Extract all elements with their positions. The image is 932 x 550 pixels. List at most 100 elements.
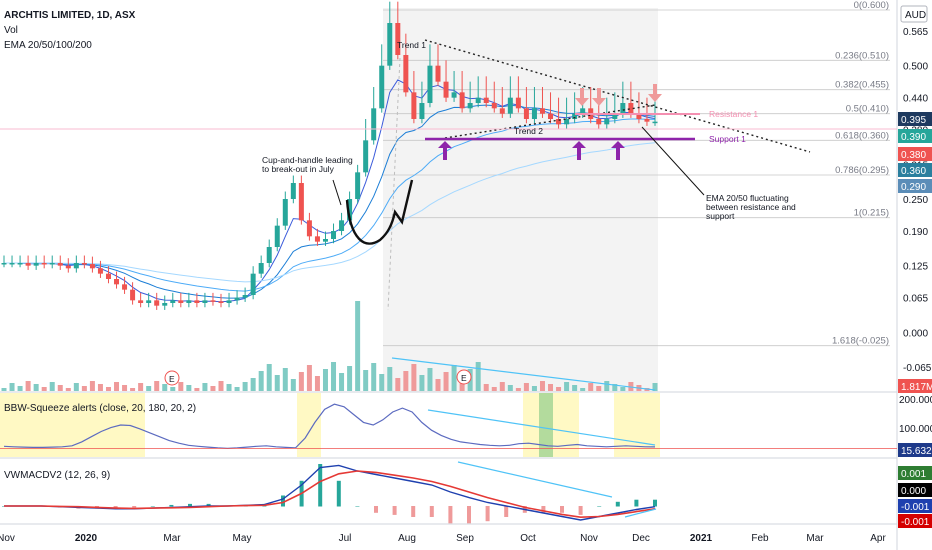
- candle-body: [130, 289, 136, 301]
- volume-bar: [491, 387, 497, 391]
- candle-body: [515, 97, 521, 109]
- volume-bar: [25, 381, 31, 391]
- price-badge: [898, 129, 932, 143]
- time-tick-label: Oct: [520, 533, 536, 544]
- candle-body: [65, 265, 71, 269]
- macd-badge-text: 0.000: [901, 486, 926, 497]
- candle-body: [114, 279, 120, 285]
- bbw-tick-label: 100.000: [899, 424, 932, 435]
- currency-button[interactable]: [900, 5, 928, 23]
- candle-body: [17, 263, 23, 265]
- candle-body: [178, 300, 184, 303]
- candle-body: [218, 301, 224, 303]
- macd-histogram-bar: [597, 506, 602, 507]
- candle-body: [306, 220, 312, 237]
- trend1-line[interactable]: [424, 39, 811, 153]
- candle-body: [81, 263, 87, 265]
- volume-bar: [403, 371, 409, 391]
- volume-bar: [33, 384, 39, 391]
- macd-histogram-bar: [150, 506, 155, 507]
- candle-body: [89, 264, 95, 269]
- trend2-line[interactable]: [444, 104, 656, 139]
- volume-bar: [17, 386, 23, 391]
- fib-level-label: 0(0.600): [854, 0, 889, 11]
- price-tick-label: 0.000: [903, 328, 928, 339]
- candle-body: [491, 103, 497, 109]
- candlesticks: [1, 1, 658, 310]
- candle-body: [435, 65, 441, 82]
- time-tick-label: May: [233, 533, 252, 544]
- price-badge: [898, 179, 932, 193]
- volume-bar: [483, 384, 489, 391]
- time-tick-label: Nov: [580, 533, 598, 544]
- volume-bar: [652, 383, 658, 391]
- volume-bar: [322, 369, 328, 391]
- macd-histogram-bar: [411, 506, 416, 517]
- volume-bar: [531, 386, 537, 391]
- macd-histogram-bar: [132, 506, 137, 508]
- macd-histogram-bar: [634, 499, 639, 507]
- price-badge-text: 0.380: [901, 150, 926, 161]
- price-axis[interactable]: 0.5650.5000.4400.3800.3150.2500.1900.125…: [899, 27, 932, 435]
- volume-bar: [218, 381, 224, 391]
- volume-bar: [290, 379, 296, 391]
- time-tick-label: Nov: [0, 533, 15, 544]
- candle-body: [250, 273, 256, 295]
- chart-title: ARCHTIS LIMITED, 1D, ASX: [4, 10, 136, 21]
- fib-level-label: 0.382(0.455): [835, 80, 889, 91]
- support-arrows: [438, 141, 625, 160]
- macd-histogram-bar: [206, 503, 211, 507]
- signal-line: [4, 470, 656, 519]
- candle-body: [443, 81, 449, 98]
- resistance-label: Resistance 1: [709, 109, 758, 119]
- candle-body: [194, 300, 200, 303]
- price-tick-label: 0.250: [903, 195, 928, 206]
- bbw-tick-label: 200.000: [899, 395, 932, 406]
- earnings-marker[interactable]: E: [456, 369, 472, 385]
- volume-bar: [379, 374, 385, 391]
- breakout-guide: [387, 57, 401, 311]
- volume-bar: [210, 386, 216, 391]
- fib-level-label: 0.618(0.360): [835, 130, 889, 141]
- volume-bar: [122, 385, 128, 391]
- volume-bar: [427, 368, 433, 391]
- candle-body: [580, 108, 586, 114]
- volume-bar: [73, 383, 79, 391]
- volume-bar: [339, 373, 345, 391]
- time-tick-label: Dec: [632, 533, 650, 544]
- volume-bar: [57, 385, 63, 391]
- volume-bar: [523, 383, 529, 391]
- volume-bar: [97, 384, 103, 391]
- volume-bar: [234, 387, 240, 391]
- macd-histogram-bar: [355, 506, 360, 507]
- candle-body: [138, 300, 144, 303]
- candle-body: [1, 263, 7, 265]
- ema-20-line: [4, 79, 656, 303]
- volume-bar: [411, 364, 417, 391]
- bbw-badge: [898, 443, 932, 457]
- ema-100-line: [4, 118, 656, 292]
- candle-body: [41, 263, 47, 265]
- volume-bar: [154, 381, 160, 391]
- price-tick-label: 0.190: [903, 227, 928, 238]
- volume-bar: [41, 387, 47, 391]
- candle-body: [395, 23, 401, 55]
- candle-body: [548, 113, 554, 119]
- earnings-marker[interactable]: E: [164, 370, 180, 386]
- trend1-label: Trend 1: [397, 40, 426, 50]
- candle-body: [644, 119, 650, 122]
- candle-body: [9, 263, 15, 265]
- price-tick-label: -0.065: [903, 363, 932, 374]
- time-axis[interactable]: Nov 2020 Mar May Jul Aug Sep Oct Nov Dec 2021 Feb Ma…: [0, 533, 886, 544]
- volume-bar: [620, 387, 626, 391]
- volume-badge: [898, 379, 932, 393]
- ema-note-line3: support: [706, 211, 735, 221]
- candle-body: [298, 183, 304, 221]
- candle-body: [73, 263, 79, 269]
- volume-bar: [548, 384, 554, 391]
- volume-badge-text: 1.817M: [901, 382, 932, 393]
- macd-badge-text: -0.001: [901, 517, 930, 528]
- time-tick-label: Sep: [456, 533, 474, 544]
- macd-badge: [898, 466, 932, 480]
- macd-histogram-bar: [578, 506, 583, 515]
